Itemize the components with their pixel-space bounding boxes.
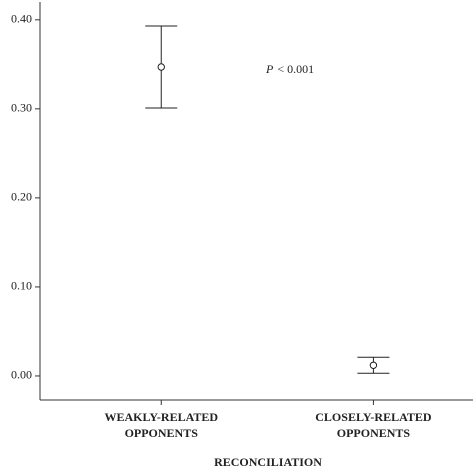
x-axis-label: RECONCILIATION — [214, 455, 322, 469]
annotation: P < 0.001 — [265, 62, 314, 76]
annotation-text: < 0.001 — [277, 62, 314, 76]
annotation-variable: P — [265, 62, 274, 76]
x-tick-label: WEAKLY-RELATED — [104, 410, 218, 424]
y-tick-label: 0.40 — [11, 12, 32, 26]
x-tick-label: CLOSELY-RELATED — [315, 410, 432, 424]
y-tick-label: 0.00 — [11, 368, 32, 382]
mean-point — [157, 63, 165, 71]
mean-point — [369, 361, 378, 369]
y-tick-label: 0.20 — [11, 190, 32, 204]
x-tick-label: OPPONENTS — [125, 426, 199, 440]
x-tick-label: OPPONENTS — [337, 426, 411, 440]
y-tick-label: 0.10 — [11, 279, 32, 293]
y-tick-label: 0.30 — [11, 101, 32, 115]
